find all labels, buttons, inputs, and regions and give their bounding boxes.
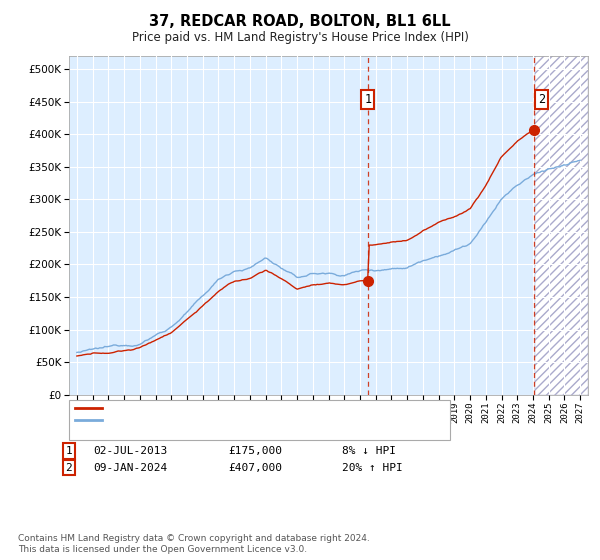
Text: £175,000: £175,000: [228, 446, 282, 456]
Text: £407,000: £407,000: [228, 463, 282, 473]
Text: 2: 2: [65, 463, 73, 473]
Text: HPI: Average price, detached house, Bolton: HPI: Average price, detached house, Bolt…: [108, 415, 335, 425]
Text: 2: 2: [538, 93, 545, 106]
Text: Price paid vs. HM Land Registry's House Price Index (HPI): Price paid vs. HM Land Registry's House …: [131, 31, 469, 44]
Text: 02-JUL-2013: 02-JUL-2013: [93, 446, 167, 456]
Text: 1: 1: [364, 93, 371, 106]
Text: 37, REDCAR ROAD, BOLTON, BL1 6LL: 37, REDCAR ROAD, BOLTON, BL1 6LL: [149, 14, 451, 29]
Text: 8% ↓ HPI: 8% ↓ HPI: [342, 446, 396, 456]
Text: Contains HM Land Registry data © Crown copyright and database right 2024.
This d: Contains HM Land Registry data © Crown c…: [18, 534, 370, 554]
Text: 09-JAN-2024: 09-JAN-2024: [93, 463, 167, 473]
Text: 1: 1: [65, 446, 73, 456]
Text: 20% ↑ HPI: 20% ↑ HPI: [342, 463, 403, 473]
Text: 37, REDCAR ROAD, BOLTON, BL1 6LL (detached house): 37, REDCAR ROAD, BOLTON, BL1 6LL (detach…: [108, 403, 395, 413]
